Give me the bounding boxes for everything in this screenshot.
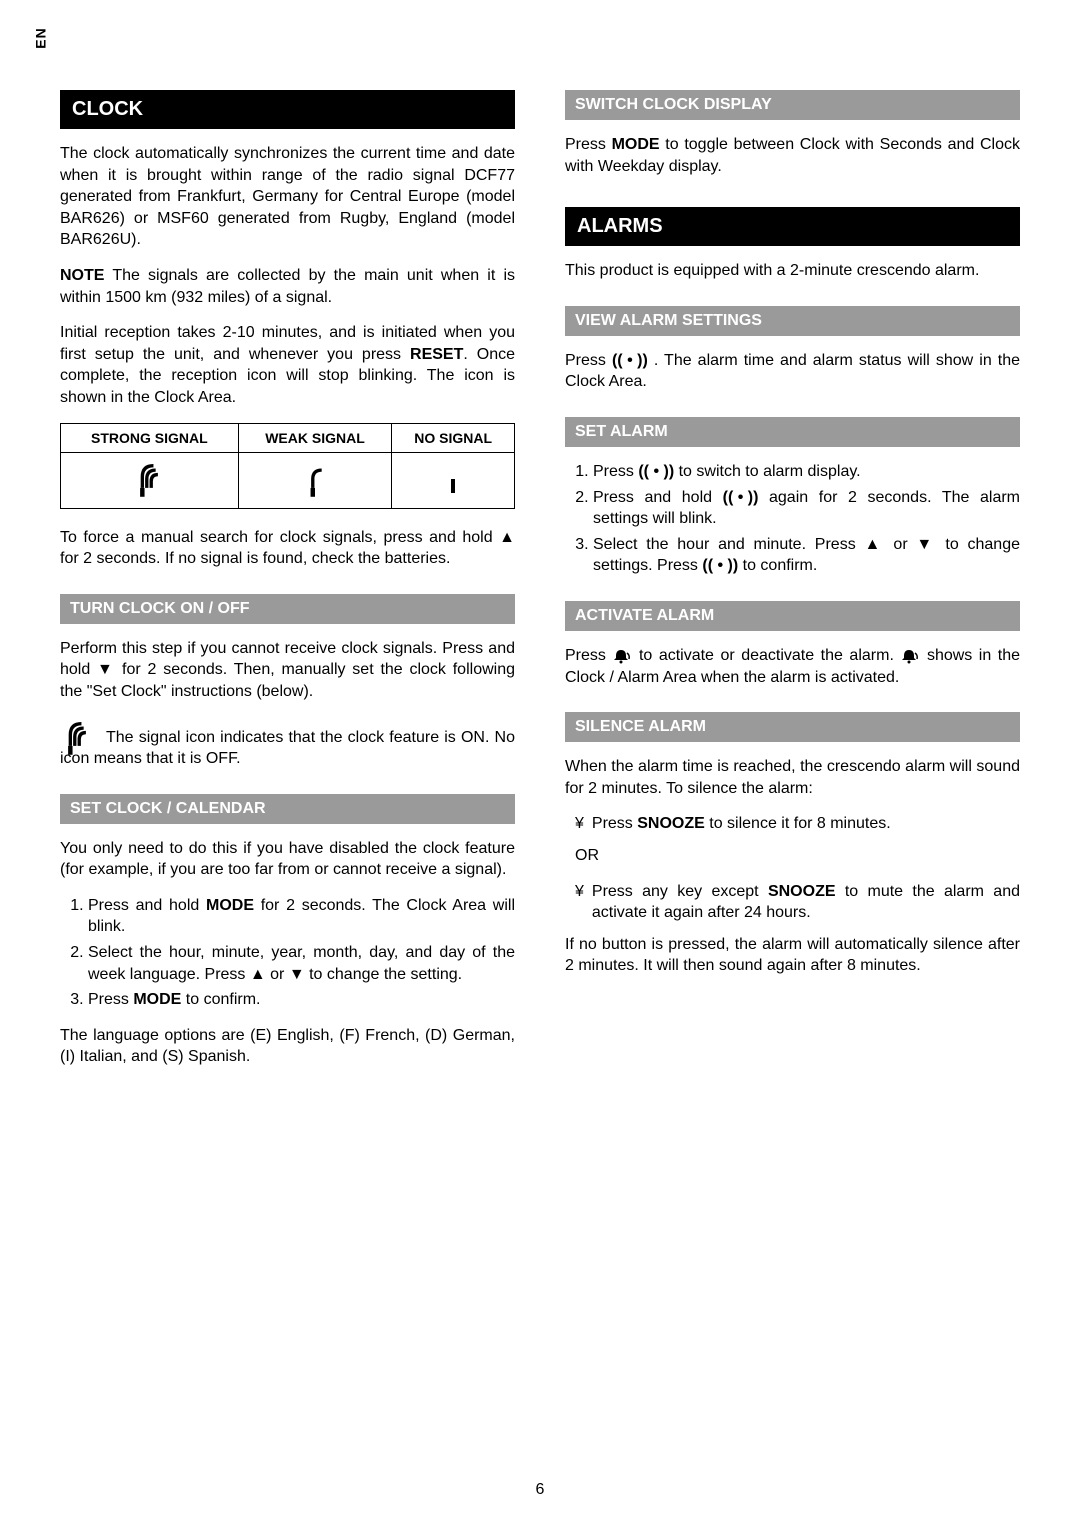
set-alarm-steps: Press (( • )) to switch to alarm display… (565, 461, 1020, 577)
turn-clock-header: TURN CLOCK ON / OFF (60, 594, 515, 624)
view-alarm-text: Press (( • )) . The alarm time and alarm… (565, 350, 1020, 393)
bell-icon (900, 647, 920, 665)
switch-clock-text: Press MODE to toggle between Clock with … (565, 134, 1020, 177)
set-clock-header: SET CLOCK / CALENDAR (60, 794, 515, 824)
alarm-wave-icon: (( • )) (638, 461, 674, 483)
weak-signal-icon (238, 452, 392, 508)
page-number: 6 (0, 1481, 1080, 1499)
alarms-intro: This product is equipped with a 2-minute… (565, 260, 1020, 282)
silence-option-2: ¥ Press any key except SNOOZE to mute th… (565, 881, 1020, 924)
no-signal-icon (392, 452, 515, 508)
language-tag: EN (33, 27, 49, 48)
th-none: NO SIGNAL (392, 423, 515, 452)
strong-signal-icon (61, 452, 239, 508)
alarm-wave-icon: (( • )) (702, 555, 738, 577)
th-strong: STRONG SIGNAL (61, 423, 239, 452)
set-alarm-step-2: Press and hold (( • )) again for 2 secon… (593, 487, 1020, 530)
clock-note: NOTE The signals are collected by the ma… (60, 265, 515, 308)
set-alarm-header: SET ALARM (565, 417, 1020, 447)
set-clock-step-2: Select the hour, minute, year, month, da… (88, 942, 515, 985)
alarm-wave-icon: (( • )) (612, 350, 648, 372)
silence-outro: If no button is pressed, the alarm will … (565, 934, 1020, 977)
bell-icon (612, 647, 632, 665)
turn-clock-text: Perform this step if you cannot receive … (60, 638, 515, 703)
silence-option-1: ¥ Press SNOOZE to silence it for 8 minut… (565, 813, 1020, 835)
silence-intro: When the alarm time is reached, the cres… (565, 756, 1020, 799)
set-alarm-step-1: Press (( • )) to switch to alarm display… (593, 461, 1020, 483)
activate-alarm-text: Press to activate or deactivate the alar… (565, 645, 1020, 688)
silence-alarm-header: SILENCE ALARM (565, 712, 1020, 742)
set-clock-steps: Press and hold MODE for 2 seconds. The C… (60, 895, 515, 1011)
language-options: The language options are (E) English, (F… (60, 1025, 515, 1068)
left-column: CLOCK The clock automatically synchroniz… (60, 80, 515, 1082)
force-search-text: To force a manual search for clock signa… (60, 527, 515, 570)
signal-strength-table: STRONG SIGNAL WEAK SIGNAL NO SIGNAL (60, 423, 515, 509)
activate-alarm-header: ACTIVATE ALARM (565, 601, 1020, 631)
alarms-section-header: ALARMS (565, 207, 1020, 246)
switch-clock-header: SWITCH CLOCK DISPLAY (565, 90, 1020, 120)
alarm-wave-icon: (( • )) (723, 487, 759, 509)
view-alarm-header: VIEW ALARM SETTINGS (565, 306, 1020, 336)
set-clock-step-1: Press and hold MODE for 2 seconds. The C… (88, 895, 515, 938)
clock-intro: The clock automatically synchronizes the… (60, 143, 515, 251)
signal-icon-explain: The signal icon indicates that the clock… (60, 727, 515, 770)
clock-reception: Initial reception takes 2-10 minutes, an… (60, 322, 515, 408)
set-clock-intro: You only need to do this if you have dis… (60, 838, 515, 881)
clock-section-header: CLOCK (60, 90, 515, 129)
th-weak: WEAK SIGNAL (238, 423, 392, 452)
right-column: SWITCH CLOCK DISPLAY Press MODE to toggl… (565, 80, 1020, 1082)
silence-or: OR (565, 845, 1020, 867)
set-alarm-step-3: Select the hour and minute. Press ▲ or ▼… (593, 534, 1020, 577)
set-clock-step-3: Press MODE to confirm. (88, 989, 515, 1011)
